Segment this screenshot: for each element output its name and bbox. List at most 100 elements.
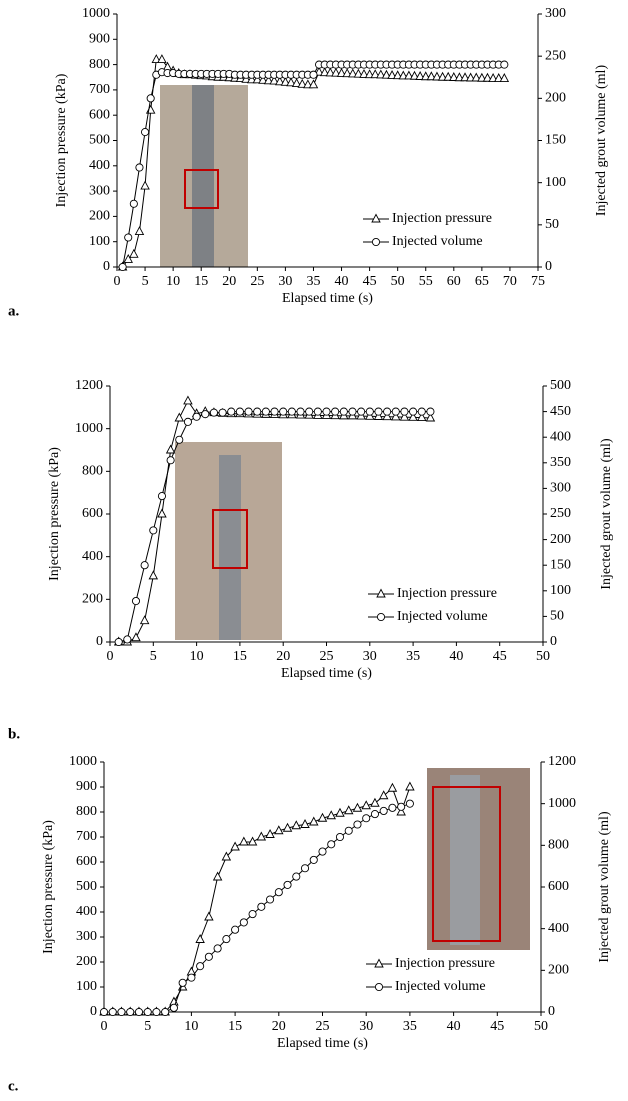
panel-label: c.	[8, 1078, 19, 1094]
marker-triangle	[415, 71, 425, 80]
marker-circle	[257, 902, 266, 911]
marker-circle	[218, 408, 227, 417]
marker-triangle	[165, 444, 176, 454]
marker-triangle	[129, 248, 139, 258]
marker-triangle	[405, 781, 415, 791]
y-tick-label: 100	[76, 979, 97, 994]
marker-circle	[344, 826, 353, 835]
marker-circle	[300, 864, 310, 873]
y-tick-label: 500	[76, 879, 97, 894]
marker-circle	[409, 407, 418, 416]
marker-triangle	[465, 72, 476, 82]
marker-circle	[169, 1003, 178, 1012]
marker-triangle	[348, 68, 358, 78]
x-tick-label: 5	[144, 1019, 151, 1034]
x-tick-label: 60	[447, 274, 461, 289]
marker-triangle	[370, 797, 380, 807]
marker-triangle	[151, 54, 162, 63]
legend-marker	[376, 612, 386, 622]
x-tick-label: 10	[190, 649, 204, 664]
x-tick-label: 0	[114, 274, 121, 289]
y-tick-label: 900	[89, 32, 110, 47]
marker-triangle	[381, 69, 392, 79]
marker-triangle	[309, 816, 319, 826]
legend-label: Injected volume	[392, 234, 483, 249]
marker-triangle	[387, 782, 398, 792]
marker-circle	[204, 952, 213, 961]
x-axis-label: Elapsed time (s)	[282, 291, 373, 306]
panel-label: b.	[8, 726, 20, 742]
legend-label: Injection pressure	[397, 586, 497, 601]
marker-circle	[108, 1007, 117, 1017]
marker-circle	[348, 407, 357, 416]
marker-triangle	[343, 805, 354, 815]
marker-circle	[146, 94, 155, 103]
y2-tick-label: 1000	[548, 796, 576, 811]
y2-tick-label: 50	[545, 217, 559, 232]
marker-circle	[235, 407, 244, 416]
marker-triangle	[265, 829, 275, 838]
marker-triangle	[252, 74, 263, 84]
y-tick-label: 200	[76, 954, 97, 969]
x-tick-label: 35	[306, 274, 320, 289]
highlight-box	[184, 169, 219, 209]
y2-tick-label: 0	[548, 1004, 555, 1019]
marker-triangle	[131, 632, 141, 642]
y-axis-label: Injection pressure (kPa)	[47, 447, 62, 581]
y2-tick-label: 0	[545, 259, 552, 274]
marker-triangle	[297, 78, 307, 88]
marker-triangle	[488, 73, 498, 82]
y2-tick-label: 300	[550, 481, 571, 496]
marker-circle	[244, 407, 253, 416]
marker-circle	[175, 435, 184, 444]
x-tick-label: 15	[194, 274, 208, 289]
marker-circle	[183, 417, 192, 426]
marker-triangle	[353, 68, 364, 78]
marker-circle	[353, 820, 362, 829]
marker-triangle	[286, 77, 296, 87]
y2-tick-label: 100	[550, 583, 571, 598]
marker-circle	[400, 407, 409, 416]
x-tick-label: 10	[184, 1019, 198, 1034]
x-tick-label: 50	[534, 1019, 548, 1034]
x-tick-label: 70	[503, 274, 517, 289]
marker-circle	[196, 962, 205, 971]
marker-triangle	[308, 79, 319, 89]
x-tick-label: 40	[449, 649, 463, 664]
marker-circle	[227, 407, 236, 416]
x-tick-label: 75	[531, 274, 545, 289]
y-tick-label: 200	[89, 209, 110, 224]
marker-circle	[292, 872, 301, 881]
legend-marker	[371, 237, 381, 247]
marker-circle	[118, 262, 127, 272]
rod	[192, 85, 214, 267]
marker-triangle	[291, 78, 302, 88]
x-tick-label: 50	[391, 274, 405, 289]
x-tick-label: 45	[490, 1019, 504, 1034]
marker-circle	[309, 855, 318, 864]
legend-label: Injection pressure	[392, 211, 492, 226]
marker-circle	[327, 840, 336, 849]
marker-circle	[405, 799, 414, 808]
marker-circle	[318, 847, 327, 856]
y2-tick-label: 200	[545, 91, 566, 106]
y2-tick-label: 400	[548, 921, 569, 936]
marker-triangle	[342, 68, 352, 78]
y2-axis-label: Injected grout volume (ml)	[594, 65, 609, 217]
y-tick-label: 400	[76, 904, 97, 919]
legend-marker	[374, 982, 384, 992]
marker-triangle	[291, 820, 302, 830]
marker-circle	[305, 407, 314, 416]
legend-label: Injected volume	[395, 979, 486, 994]
x-tick-label: 20	[222, 274, 236, 289]
marker-circle	[287, 407, 296, 416]
marker-triangle	[174, 412, 185, 422]
marker-circle	[152, 1007, 161, 1017]
marker-triangle	[392, 70, 403, 80]
marker-circle	[357, 407, 366, 416]
marker-triangle	[460, 72, 470, 82]
marker-circle	[335, 832, 345, 842]
marker-circle	[129, 199, 138, 208]
marker-circle	[417, 407, 426, 416]
y-tick-label: 200	[82, 592, 103, 607]
